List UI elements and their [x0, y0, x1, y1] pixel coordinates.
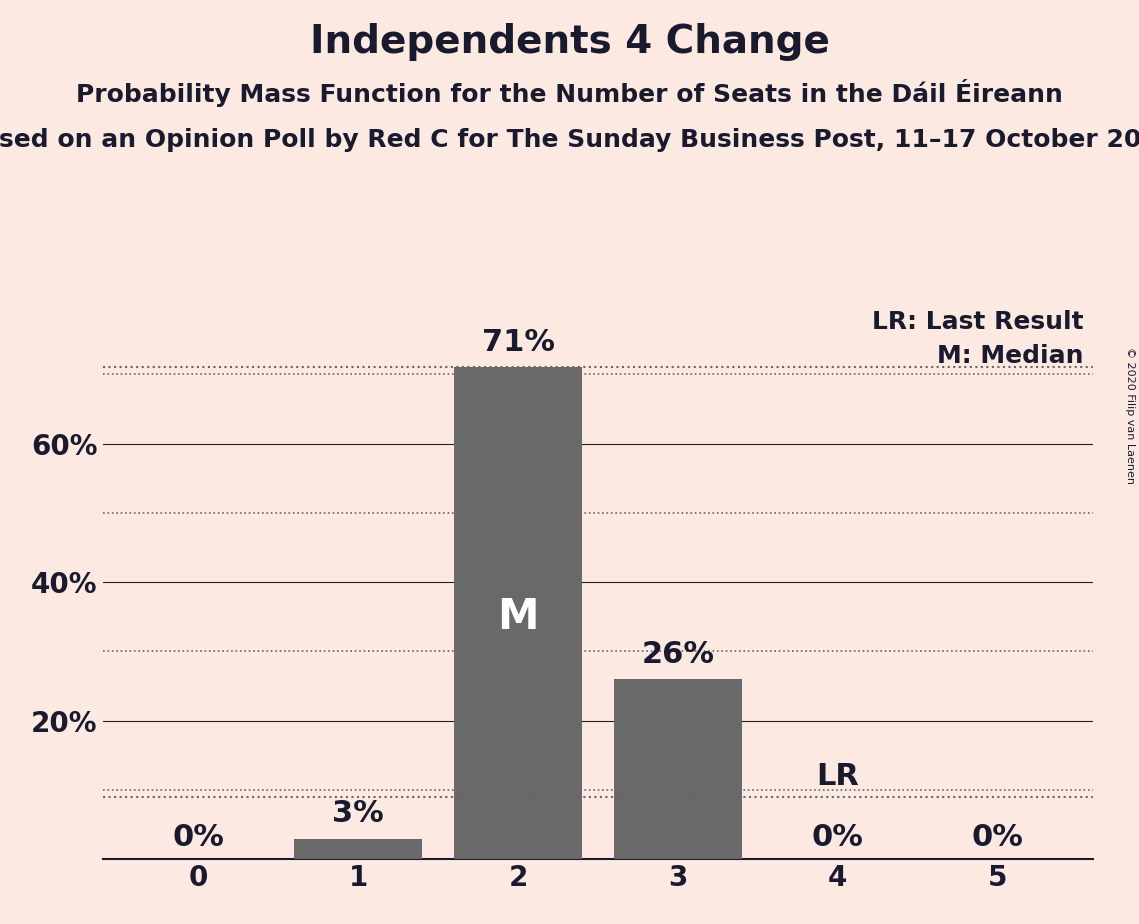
Text: © 2020 Filip van Laenen: © 2020 Filip van Laenen: [1125, 347, 1134, 484]
Text: 0%: 0%: [172, 823, 224, 852]
Text: 0%: 0%: [812, 823, 863, 852]
Bar: [294, 839, 423, 859]
Bar: [454, 368, 582, 859]
Bar: [614, 679, 741, 859]
Text: Probability Mass Function for the Number of Seats in the Dáil Éireann: Probability Mass Function for the Number…: [76, 79, 1063, 106]
Text: LR: LR: [817, 762, 859, 791]
Text: 71%: 71%: [482, 328, 555, 357]
Text: M: Median: M: Median: [937, 344, 1083, 368]
Text: 3%: 3%: [333, 799, 384, 828]
Text: Independents 4 Change: Independents 4 Change: [310, 23, 829, 61]
Text: 0%: 0%: [972, 823, 1024, 852]
Text: LR: Last Result: LR: Last Result: [872, 310, 1083, 334]
Text: Based on an Opinion Poll by Red C for The Sunday Business Post, 11–17 October 20: Based on an Opinion Poll by Red C for Th…: [0, 128, 1139, 152]
Text: 26%: 26%: [641, 639, 714, 669]
Text: M: M: [498, 596, 539, 638]
